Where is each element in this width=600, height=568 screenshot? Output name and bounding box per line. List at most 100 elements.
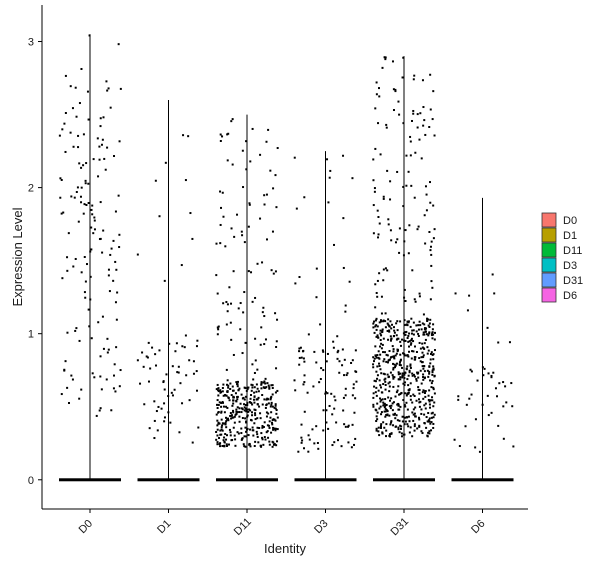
data-point bbox=[313, 442, 316, 445]
data-point bbox=[260, 432, 263, 435]
data-point bbox=[429, 201, 432, 204]
data-point bbox=[243, 398, 246, 401]
data-point bbox=[431, 399, 434, 402]
data-point bbox=[383, 351, 386, 354]
data-point bbox=[185, 374, 188, 377]
data-point bbox=[389, 339, 392, 342]
data-point bbox=[329, 169, 332, 172]
data-point bbox=[458, 445, 461, 448]
data-point bbox=[316, 441, 319, 444]
data-point bbox=[235, 412, 238, 415]
data-point bbox=[402, 185, 405, 188]
data-point bbox=[236, 383, 239, 386]
data-point bbox=[373, 385, 376, 388]
data-point bbox=[181, 345, 184, 348]
data-point bbox=[392, 348, 395, 351]
data-point bbox=[431, 328, 434, 331]
data-point bbox=[390, 397, 393, 400]
data-point bbox=[246, 414, 249, 417]
data-point bbox=[275, 409, 278, 412]
data-point bbox=[250, 389, 253, 392]
data-point bbox=[248, 203, 251, 206]
data-point bbox=[412, 78, 415, 81]
data-point bbox=[225, 394, 228, 397]
data-point bbox=[227, 396, 230, 399]
data-point bbox=[333, 407, 336, 410]
data-point bbox=[354, 437, 357, 440]
data-point bbox=[260, 445, 263, 448]
data-point bbox=[418, 418, 421, 421]
data-point bbox=[311, 428, 314, 431]
data-point bbox=[261, 261, 264, 264]
data-point bbox=[244, 426, 247, 429]
data-point bbox=[228, 399, 231, 402]
data-point bbox=[384, 415, 387, 418]
data-point bbox=[411, 374, 414, 377]
data-point bbox=[432, 388, 435, 391]
data-point bbox=[256, 403, 259, 406]
data-point bbox=[243, 403, 246, 406]
data-point bbox=[228, 286, 231, 289]
data-point bbox=[232, 416, 235, 419]
data-point bbox=[276, 416, 279, 419]
data-point bbox=[411, 401, 414, 404]
data-point bbox=[433, 134, 436, 137]
data-point bbox=[422, 333, 425, 336]
data-point bbox=[154, 353, 157, 356]
data-point bbox=[422, 397, 425, 400]
data-point bbox=[396, 389, 399, 392]
data-point bbox=[416, 371, 419, 374]
data-point bbox=[390, 404, 393, 407]
data-point bbox=[218, 422, 221, 425]
data-point bbox=[66, 269, 69, 272]
data-point bbox=[429, 249, 432, 252]
data-point bbox=[418, 138, 421, 141]
data-point bbox=[383, 402, 386, 405]
data-point bbox=[379, 426, 382, 429]
data-point bbox=[74, 257, 77, 260]
data-point bbox=[188, 399, 191, 402]
data-point bbox=[230, 417, 233, 420]
data-point bbox=[257, 390, 260, 393]
data-point bbox=[388, 390, 391, 393]
data-point bbox=[221, 424, 224, 427]
data-point bbox=[411, 269, 414, 272]
data-point bbox=[149, 367, 152, 370]
data-point bbox=[233, 415, 236, 418]
data-point bbox=[325, 421, 328, 424]
legend-label: D6 bbox=[563, 290, 577, 302]
data-point bbox=[375, 291, 378, 294]
data-point bbox=[411, 372, 414, 375]
data-point bbox=[139, 382, 142, 385]
data-point bbox=[221, 444, 224, 447]
data-point bbox=[168, 342, 171, 345]
data-point bbox=[298, 276, 301, 279]
data-point bbox=[351, 359, 354, 362]
data-point bbox=[266, 430, 269, 433]
data-point bbox=[433, 375, 436, 378]
data-point bbox=[380, 342, 383, 345]
data-point bbox=[115, 346, 118, 349]
data-point bbox=[221, 191, 224, 194]
data-point bbox=[428, 372, 431, 375]
data-point bbox=[414, 406, 417, 409]
data-point bbox=[413, 356, 416, 359]
data-point bbox=[183, 346, 186, 349]
data-point bbox=[181, 402, 184, 405]
data-point bbox=[388, 381, 391, 384]
data-point bbox=[251, 300, 254, 303]
data-point bbox=[428, 389, 431, 392]
data-point bbox=[375, 335, 378, 338]
data-point bbox=[80, 201, 83, 204]
data-point bbox=[430, 264, 433, 267]
data-point bbox=[318, 381, 321, 384]
data-point bbox=[259, 153, 262, 156]
data-point bbox=[431, 369, 434, 372]
data-point bbox=[404, 420, 407, 423]
data-point bbox=[376, 209, 379, 212]
data-point bbox=[398, 419, 401, 422]
data-point bbox=[386, 414, 389, 417]
data-point bbox=[268, 386, 271, 389]
data-point bbox=[95, 414, 98, 417]
data-point bbox=[373, 320, 376, 323]
